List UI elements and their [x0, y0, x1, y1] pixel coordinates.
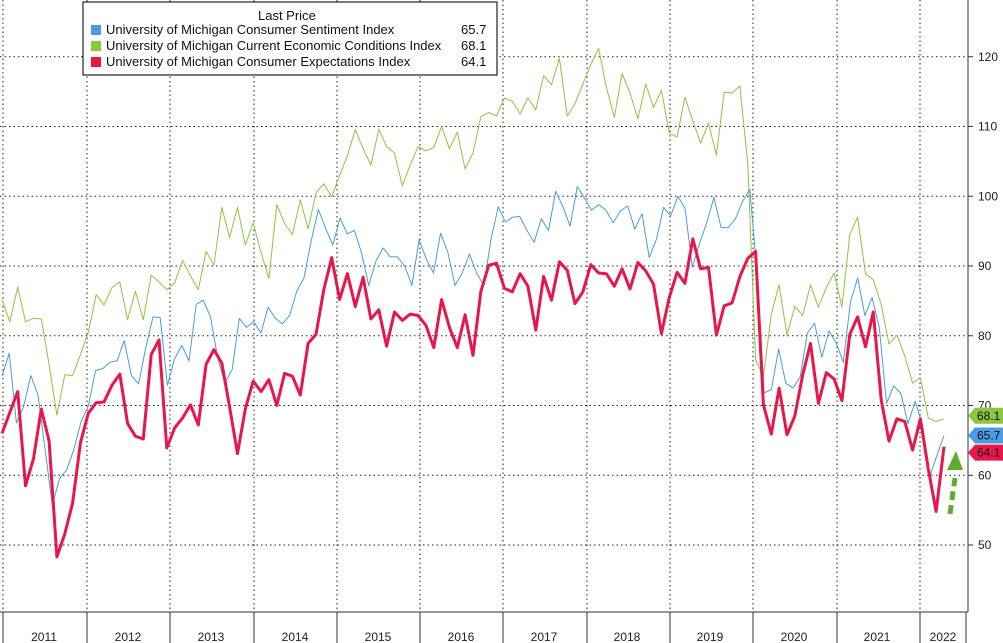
legend-swatch-expectations [91, 57, 101, 67]
x-tick-label: 2013 [198, 630, 225, 643]
legend: Last Price University of Michigan Consum… [82, 1, 498, 76]
last-value-badges: 65.7 68.1 64.1 [968, 407, 1003, 461]
legend-box [82, 1, 498, 76]
series-line-current [1, 47, 945, 422]
badge-shape [968, 444, 1003, 461]
x-axis: 2011 2012 2013 2014 2015 2016 2017 2018 2019 2020… [0, 611, 968, 643]
y-tick-label: 80 [978, 329, 992, 343]
x-tick-label: 2017 [531, 630, 558, 643]
badge-value: 65.7 [977, 428, 1001, 442]
x-tick-label: 2021 [864, 630, 891, 643]
x-tick-label: 2019 [697, 630, 724, 643]
badge-value: 64.1 [977, 446, 1001, 460]
badge-value: 68.1 [977, 409, 1001, 423]
x-tick-label: 2022 [930, 630, 957, 643]
plot-lines [0, 47, 946, 559]
y-tick-label: 120 [978, 50, 998, 64]
x-tick-label: 2011 [31, 630, 57, 643]
y-tick-label: 100 [978, 189, 998, 203]
legend-label-sentiment: University of Michigan Consumer Sentimen… [106, 22, 395, 37]
y-tick-label: 60 [978, 468, 992, 482]
badge-current: 68.1 [968, 407, 1003, 424]
x-tick-label: 2018 [614, 630, 641, 643]
legend-swatch-sentiment [91, 25, 101, 35]
series-line-expectations [0, 237, 946, 559]
x-tick-label: 2020 [781, 630, 808, 643]
badge-sentiment: 65.7 [968, 427, 1003, 444]
badge-expectations: 64.1 [968, 444, 1003, 461]
arrow-shaft [947, 477, 958, 515]
annotation [947, 451, 963, 515]
badge-shape [968, 427, 1003, 444]
legend-last-sentiment: 65.7 [461, 22, 486, 37]
legend-label-current: University of Michigan Current Economic … [106, 38, 442, 53]
badge-shape [968, 407, 1003, 424]
y-tick-label: 50 [978, 538, 992, 552]
arrow-head [947, 451, 963, 470]
legend-label-expectations: University of Michigan Consumer Expectat… [106, 54, 411, 69]
y-tick-label: 110 [978, 120, 997, 134]
series-line-sentiment [1, 186, 945, 506]
legend-last-current: 68.1 [461, 38, 486, 53]
y-tick-label: 90 [978, 259, 992, 273]
x-tick-label: 2014 [282, 630, 309, 643]
legend-header: Last Price [258, 8, 316, 23]
x-tick-label: 2015 [365, 630, 392, 643]
x-tick-label: 2016 [448, 630, 475, 643]
legend-swatch-current [91, 41, 101, 51]
x-tick-label: 2012 [115, 630, 142, 643]
legend-last-expectations: 64.1 [461, 54, 486, 69]
